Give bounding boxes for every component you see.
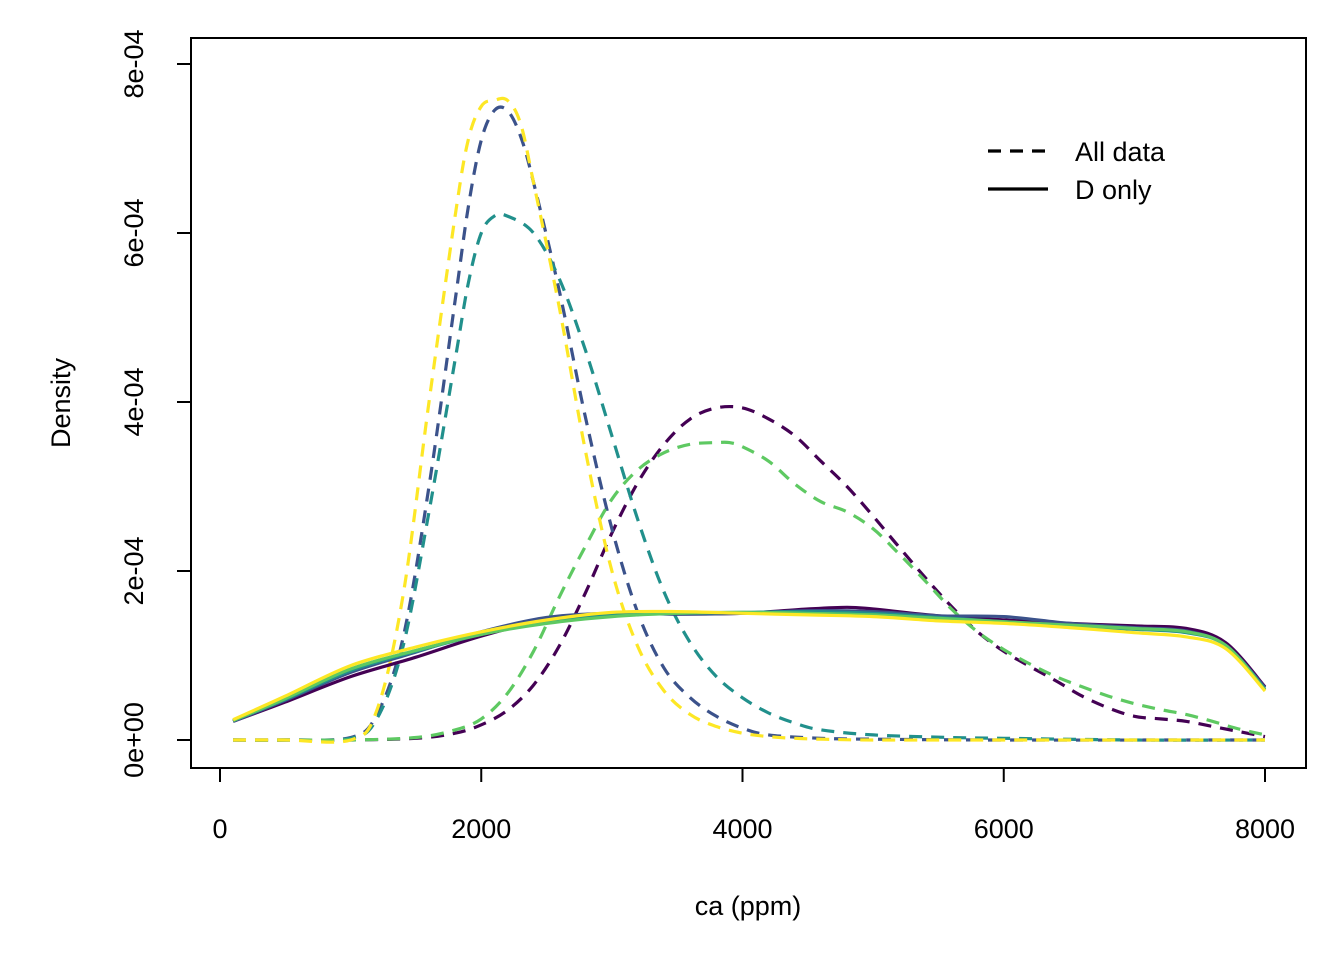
x-axis: 0 2000 4000 6000 8000 bbox=[212, 767, 1295, 844]
x-tick-label: 8000 bbox=[1235, 814, 1295, 844]
x-axis-title: ca (ppm) bbox=[695, 891, 802, 921]
y-tick-label: 6e-04 bbox=[119, 198, 149, 267]
y-tick-label: 4e-04 bbox=[119, 367, 149, 436]
x-tick-label: 6000 bbox=[974, 814, 1034, 844]
x-tick-label: 2000 bbox=[451, 814, 511, 844]
legend-label: All data bbox=[1075, 137, 1166, 167]
series-line-dashed-4 bbox=[233, 440, 1266, 742]
series-line-dashed-1 bbox=[233, 404, 1266, 742]
series-layer bbox=[232, 96, 1267, 744]
legend: All data D only bbox=[988, 137, 1166, 205]
y-tick-label: 8e-04 bbox=[119, 29, 149, 98]
y-tick-label: 2e-04 bbox=[119, 536, 149, 605]
series-line-dashed-3 bbox=[233, 212, 1266, 742]
x-tick-label: 0 bbox=[212, 814, 227, 844]
x-tick-label: 4000 bbox=[712, 814, 772, 844]
y-axis: 0e+00 2e-04 4e-04 6e-04 8e-04 bbox=[119, 29, 192, 778]
legend-label: D only bbox=[1075, 175, 1152, 205]
y-tick-label: 0e+00 bbox=[119, 702, 149, 778]
series-line-dashed-5 bbox=[233, 96, 1265, 744]
y-axis-title: Density bbox=[46, 357, 76, 448]
series-line-solid-10 bbox=[232, 609, 1267, 722]
